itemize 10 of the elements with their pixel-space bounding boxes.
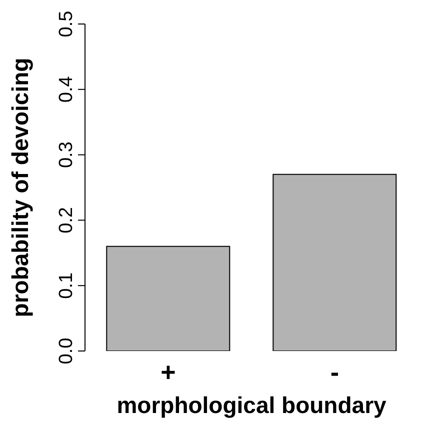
y-tick-label: 0.1 [56, 272, 77, 299]
x-axis-title: morphological boundary [116, 392, 387, 418]
y-tick-label: 0.5 [56, 10, 77, 38]
x-tick-label: - [330, 357, 340, 387]
x-tick-label: + [160, 357, 176, 387]
y-tick-label: 0.0 [56, 338, 77, 364]
y-axis-title: probability of devoicing [7, 58, 34, 318]
y-tick-label: 0.2 [56, 206, 77, 234]
y-tick-label: 0.4 [56, 76, 77, 103]
y-tick-label: 0.3 [56, 142, 77, 168]
